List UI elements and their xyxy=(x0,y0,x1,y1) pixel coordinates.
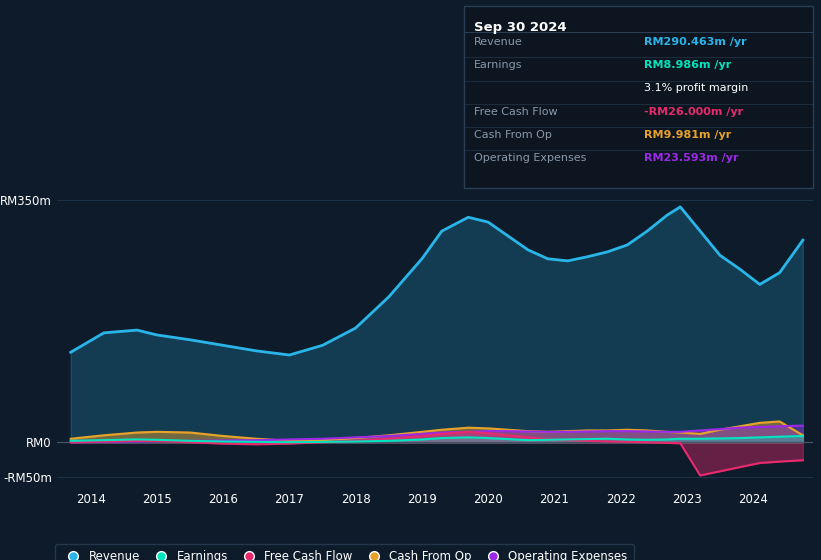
Legend: Revenue, Earnings, Free Cash Flow, Cash From Op, Operating Expenses: Revenue, Earnings, Free Cash Flow, Cash … xyxy=(55,544,634,560)
Text: -RM26.000m /yr: -RM26.000m /yr xyxy=(644,107,744,116)
Text: Revenue: Revenue xyxy=(474,37,522,47)
Text: Operating Expenses: Operating Expenses xyxy=(474,153,586,164)
Text: Earnings: Earnings xyxy=(474,60,522,70)
Text: Cash From Op: Cash From Op xyxy=(474,130,552,140)
Text: RM9.981m /yr: RM9.981m /yr xyxy=(644,130,732,140)
Text: RM8.986m /yr: RM8.986m /yr xyxy=(644,60,732,70)
Text: RM23.593m /yr: RM23.593m /yr xyxy=(644,153,739,164)
Text: RM290.463m /yr: RM290.463m /yr xyxy=(644,37,747,47)
Text: 3.1% profit margin: 3.1% profit margin xyxy=(644,83,749,94)
Text: Sep 30 2024: Sep 30 2024 xyxy=(474,21,566,34)
Text: Free Cash Flow: Free Cash Flow xyxy=(474,107,557,116)
